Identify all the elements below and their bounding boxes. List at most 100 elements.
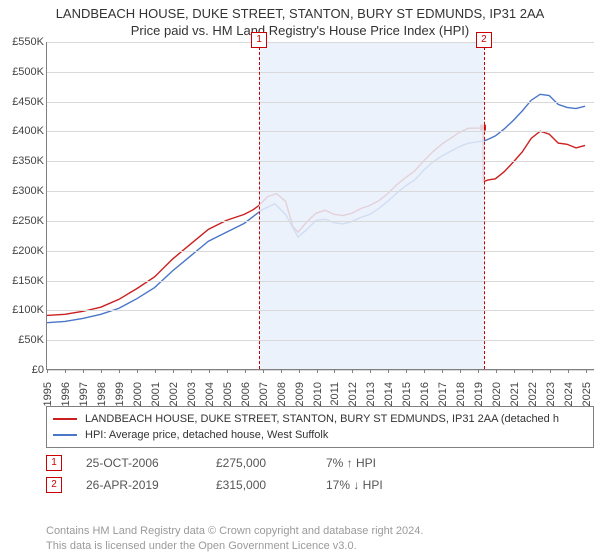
legend-swatch: [53, 434, 77, 436]
x-axis-tick-label: 2004: [204, 382, 216, 406]
y-axis-tick-label: £250K: [0, 215, 44, 227]
x-axis-tick-label: 2000: [132, 382, 144, 406]
sale-event-vs-hpi: 17% ↓ HPI: [326, 478, 446, 492]
x-axis-tick-label: 2016: [419, 382, 431, 406]
x-axis-tick: [191, 369, 192, 373]
chart-title-subtitle: Price paid vs. HM Land Registry's House …: [0, 23, 600, 38]
x-axis-tick: [317, 369, 318, 373]
shaded-ownership-band: [259, 42, 484, 369]
gridline: [47, 161, 594, 162]
sale-event-row: 2 26-APR-2019£315,00017% ↓ HPI: [46, 474, 594, 496]
gridline: [47, 310, 594, 311]
x-axis-tick: [173, 369, 174, 373]
sale-event-number: 1: [46, 455, 62, 471]
y-axis-tick-label: £150K: [0, 275, 44, 287]
sale-event-date: 25-OCT-2006: [86, 456, 216, 470]
x-axis-tick: [532, 369, 533, 373]
y-axis-tick-label: £400K: [0, 125, 44, 137]
sale-event-vs-hpi: 7% ↑ HPI: [326, 456, 446, 470]
x-axis-tick-label: 2010: [312, 382, 324, 406]
x-axis-tick-label: 2022: [527, 382, 539, 406]
gridline: [47, 281, 594, 282]
x-axis-tick-label: 2023: [545, 382, 557, 406]
x-axis-tick: [334, 369, 335, 373]
x-axis-tick: [65, 369, 66, 373]
x-axis-tick-label: 2024: [563, 382, 575, 406]
y-axis-tick-label: £100K: [0, 304, 44, 316]
x-axis-tick-label: 2021: [509, 382, 521, 406]
x-axis-tick: [299, 369, 300, 373]
sale-event-row: 1 25-OCT-2006£275,0007% ↑ HPI: [46, 452, 594, 474]
x-axis-tick-label: 2014: [383, 382, 395, 406]
x-axis-tick-label: 2025: [581, 382, 593, 406]
x-axis-tick-label: 2015: [401, 382, 413, 406]
legend-label: LANDBEACH HOUSE, DUKE STREET, STANTON, B…: [85, 413, 559, 425]
x-axis-tick: [47, 369, 48, 373]
x-axis-tick: [83, 369, 84, 373]
x-axis-tick: [550, 369, 551, 373]
legend: LANDBEACH HOUSE, DUKE STREET, STANTON, B…: [46, 406, 594, 448]
x-axis-tick: [424, 369, 425, 373]
y-axis-tick-label: £50K: [0, 334, 44, 346]
chart-title-block: LANDBEACH HOUSE, DUKE STREET, STANTON, B…: [0, 0, 600, 38]
y-axis-tick-label: £550K: [0, 36, 44, 48]
legend-item: HPI: Average price, detached house, West…: [53, 427, 587, 443]
sale-marker-label: 2: [476, 32, 492, 48]
y-axis-tick-label: £300K: [0, 185, 44, 197]
x-axis-tick: [155, 369, 156, 373]
y-axis-tick-label: £450K: [0, 96, 44, 108]
gridline: [47, 42, 594, 43]
x-axis-tick: [245, 369, 246, 373]
y-axis-tick-label: £0: [0, 364, 44, 376]
gridline: [47, 251, 594, 252]
legend-label: HPI: Average price, detached house, West…: [85, 429, 328, 441]
x-axis-tick: [352, 369, 353, 373]
x-axis-tick-label: 2017: [437, 382, 449, 406]
sale-events-table: 1 25-OCT-2006£275,0007% ↑ HPI 2 26-APR-2019…: [46, 452, 594, 496]
x-axis-tick: [209, 369, 210, 373]
x-axis-tick-label: 2007: [258, 382, 270, 406]
x-axis-tick: [514, 369, 515, 373]
x-axis-tick: [478, 369, 479, 373]
x-axis-tick: [370, 369, 371, 373]
x-axis-tick-label: 2019: [473, 382, 485, 406]
sale-event-date: 26-APR-2019: [86, 478, 216, 492]
y-axis-tick-label: £200K: [0, 245, 44, 257]
x-axis-tick: [568, 369, 569, 373]
sale-event-price: £275,000: [216, 456, 326, 470]
gridline: [47, 221, 594, 222]
gridline: [47, 191, 594, 192]
x-axis-tick-label: 1998: [96, 382, 108, 406]
sale-event-price: £315,000: [216, 478, 326, 492]
x-axis-tick-label: 2013: [365, 382, 377, 406]
x-axis-tick: [388, 369, 389, 373]
x-axis-tick: [227, 369, 228, 373]
x-axis-tick: [460, 369, 461, 373]
x-axis-tick: [586, 369, 587, 373]
x-axis-tick: [119, 369, 120, 373]
footer-line-1: Contains HM Land Registry data © Crown c…: [46, 524, 594, 539]
gridline: [47, 72, 594, 73]
x-axis-tick-label: 2009: [294, 382, 306, 406]
y-axis-tick-label: £350K: [0, 155, 44, 167]
legend-swatch: [53, 418, 77, 420]
footer-line-2: This data is licensed under the Open Gov…: [46, 539, 594, 554]
gridline: [47, 102, 594, 103]
x-axis-tick-label: 2012: [347, 382, 359, 406]
x-axis-tick-label: 2020: [491, 382, 503, 406]
chart: 12 £0£50K£100K£150K£200K£250K£300K£350K£…: [0, 42, 600, 402]
x-axis-tick: [137, 369, 138, 373]
x-axis-tick-label: 1996: [60, 382, 72, 406]
footer-attribution: Contains HM Land Registry data © Crown c…: [46, 524, 594, 554]
x-axis-tick: [442, 369, 443, 373]
sale-marker-line: [484, 42, 485, 369]
x-axis-tick: [281, 369, 282, 373]
y-axis-tick-label: £500K: [0, 66, 44, 78]
sale-marker-label: 1: [251, 32, 267, 48]
x-axis-tick-label: 2001: [150, 382, 162, 406]
sale-event-number: 2: [46, 477, 62, 493]
gridline: [47, 131, 594, 132]
sale-marker-line: [259, 42, 260, 369]
legend-item: LANDBEACH HOUSE, DUKE STREET, STANTON, B…: [53, 411, 587, 427]
x-axis-tick-label: 2005: [222, 382, 234, 406]
